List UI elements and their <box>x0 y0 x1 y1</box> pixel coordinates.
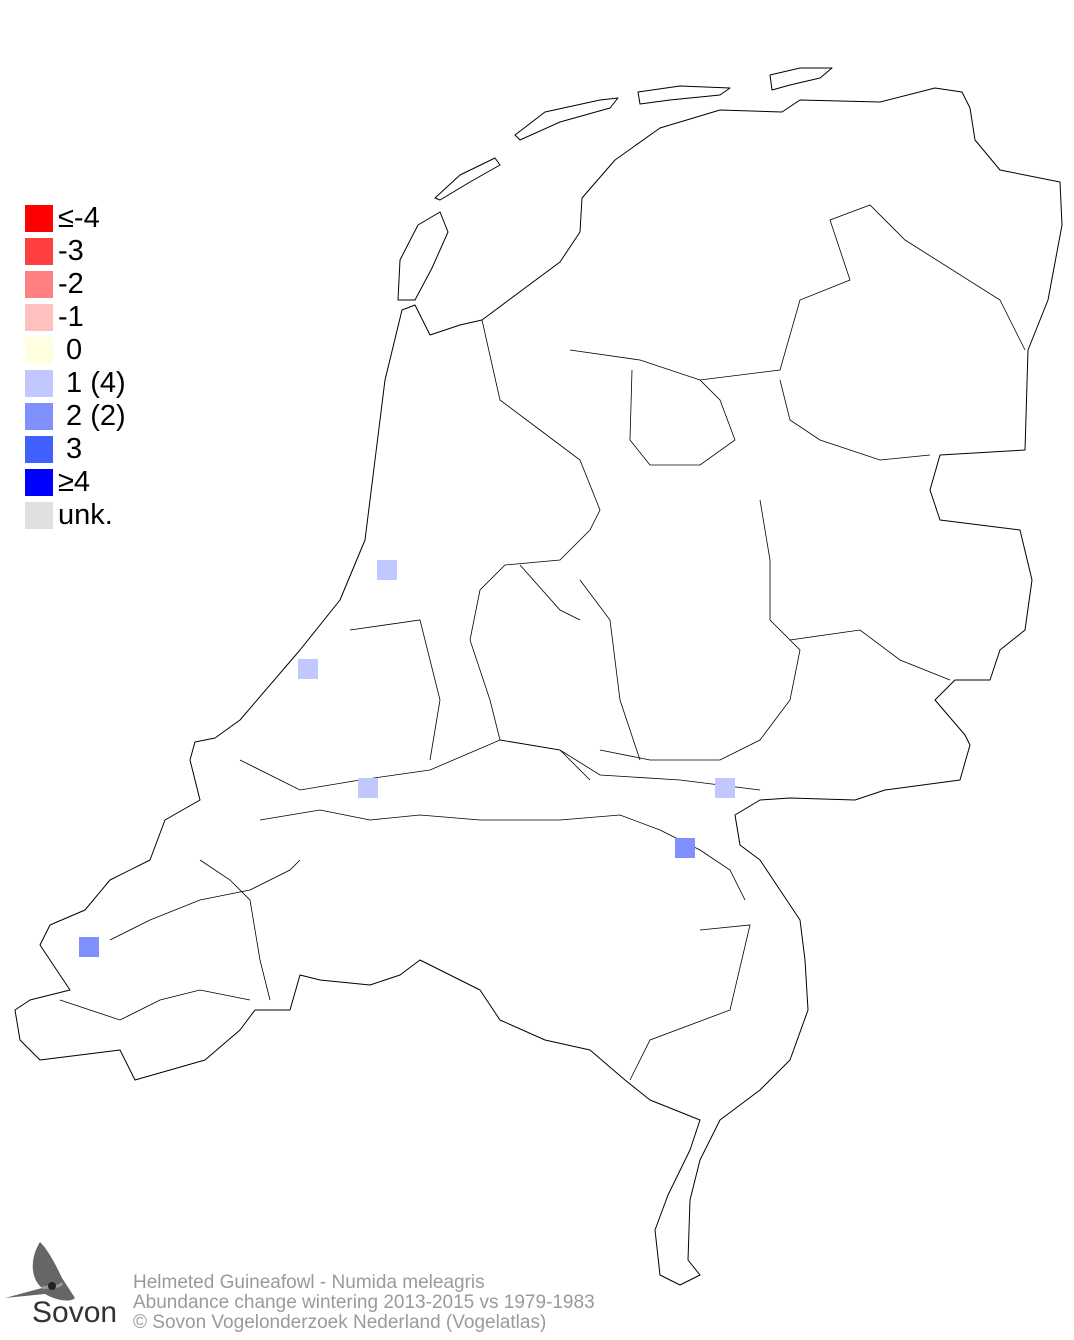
province-border <box>629 924 751 1081</box>
map-subtitle: Abundance change wintering 2013-2015 vs … <box>133 1292 595 1313</box>
legend-label: 1 (4) <box>58 367 126 399</box>
grid-cell-class-2 <box>79 937 99 957</box>
province-border <box>199 859 271 1001</box>
island-terschelling <box>514 97 619 141</box>
mainland-outline <box>14 87 1063 1286</box>
island-schiermonnikoog <box>769 67 833 91</box>
logo-text: Sovon <box>32 1296 118 1329</box>
legend-label: 2 (2) <box>58 400 126 432</box>
province-border <box>779 379 931 461</box>
island-texel <box>397 211 449 301</box>
legend-label: 3 <box>58 433 83 465</box>
swallow-icon <box>5 1242 75 1301</box>
legend-swatch <box>25 469 53 496</box>
river <box>239 739 761 791</box>
province-border <box>519 564 641 761</box>
province-border <box>789 629 951 681</box>
province-border <box>629 369 736 466</box>
legend-label: -3 <box>58 235 84 267</box>
caption: Helmeted Guineafowl - Numida meleagris A… <box>133 1273 595 1333</box>
copyright: © Sovon Vogelonderzoek Nederland (Vogela… <box>133 1312 547 1333</box>
sovon-logo <box>0 1238 120 1338</box>
legend-swatch <box>25 238 53 265</box>
legend-label: 0 <box>58 334 83 366</box>
legend-swatch <box>25 205 53 232</box>
grid-cell-class-1 <box>715 778 735 798</box>
legend-label: -2 <box>58 268 84 300</box>
province-border <box>469 319 601 781</box>
river <box>259 809 746 901</box>
legend-swatch <box>25 271 53 298</box>
legend-swatch <box>25 370 53 397</box>
grid-cell-class-1 <box>358 778 378 798</box>
legend-swatch <box>25 436 53 463</box>
island-vlieland <box>434 157 501 201</box>
legend-label: unk. <box>58 499 113 531</box>
province-border <box>569 204 1026 381</box>
province-border <box>599 499 801 761</box>
grid-cell-class-1 <box>298 659 318 679</box>
map-title: Helmeted Guineafowl - Numida meleagris <box>133 1272 485 1293</box>
legend-swatch <box>25 403 53 430</box>
island-ameland <box>637 85 731 105</box>
province-border <box>349 619 441 761</box>
legend-swatch <box>25 502 53 529</box>
legend-label: -1 <box>58 301 84 333</box>
grid-cell-class-1 <box>377 560 397 580</box>
province-border <box>109 859 301 941</box>
province-border <box>59 989 251 1021</box>
legend-swatch <box>25 304 53 331</box>
legend-label: ≤-4 <box>58 202 100 234</box>
legend-label: ≥4 <box>58 466 91 498</box>
grid-cell-class-2 <box>675 838 695 858</box>
legend-swatch <box>25 337 53 364</box>
